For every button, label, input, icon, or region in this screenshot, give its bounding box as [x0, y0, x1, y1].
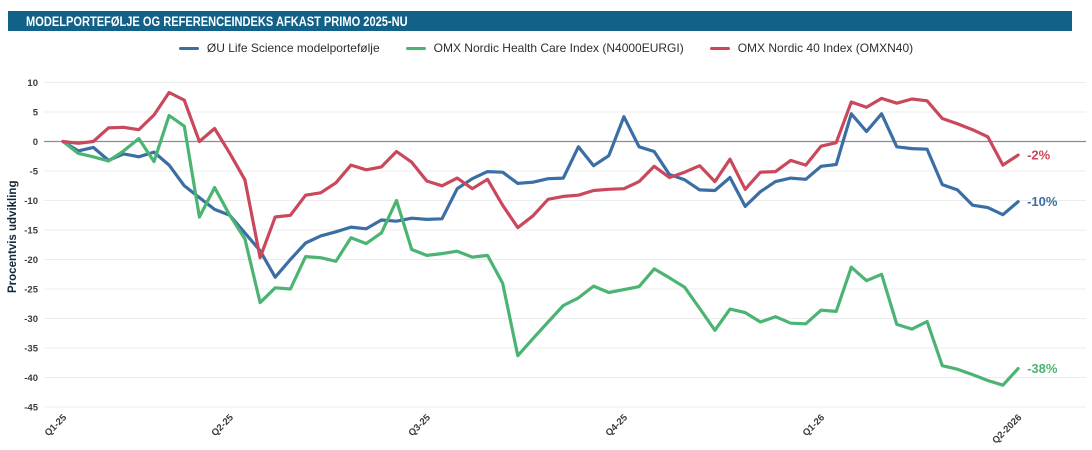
title-bar: MODELPORTEFØLJE OG REFERENCEINDEKS AFKAS… [8, 11, 1072, 31]
series-end-label-2: -2% [1027, 148, 1051, 163]
y-axis-title: Procentvis udvikling [7, 181, 19, 293]
x-axis-labels: Q1-25 Q2-25 Q3-25 Q4-25 Q1-26 Q2-2026 [43, 412, 1025, 446]
legend-label: OMX Nordic 40 Index (OMXN40) [737, 41, 914, 55]
legend-item-1[interactable]: OMX Nordic Health Care Index (N4000EURGI… [405, 41, 684, 55]
y-axis-labels: 10 5 0 -5 -10 -15 -20 -25 -30 -35 -40 -45 [24, 78, 38, 414]
x-tick-label: Q4-25 [604, 412, 631, 439]
legend-label: OMX Nordic Health Care Index (N4000EURGI… [433, 41, 684, 55]
series-line-0 [61, 112, 1020, 279]
series-end-label-0: -10% [1027, 194, 1058, 209]
y-tick-label: -30 [24, 314, 38, 325]
series-lines [61, 90, 1020, 387]
y-tick-label: -5 [30, 167, 39, 178]
x-tick-label: Q1-25 [43, 412, 70, 439]
legend-item-2[interactable]: OMX Nordic 40 Index (OMXN40) [709, 41, 914, 55]
series-end-labels: -10% -38% -2% [1027, 148, 1058, 377]
series-line-1 [61, 113, 1020, 387]
legend-item-0[interactable]: ØU Life Science modelportefølje [178, 41, 380, 55]
y-tick-label: 10 [27, 78, 38, 89]
x-tick-label: Q3-25 [406, 412, 433, 439]
legend-swatch-icon [405, 46, 426, 50]
x-tick-label: Q2-2026 [990, 412, 1024, 446]
series-line-2 [61, 90, 1020, 260]
series-end-label-1: -38% [1027, 361, 1058, 376]
chart-legend: ØU Life Science modelportefølje OMX Nordi… [0, 41, 1092, 55]
y-tick-label: -10 [24, 196, 38, 207]
legend-label: ØU Life Science modelportefølje [206, 41, 380, 55]
y-tick-label: -40 [24, 373, 38, 384]
x-tick-label: Q2-25 [209, 412, 236, 439]
gridlines [44, 82, 1086, 408]
legend-swatch-icon [709, 46, 730, 50]
y-tick-label: -25 [24, 285, 38, 296]
y-tick-label: -45 [24, 403, 38, 414]
page-title: MODELPORTEFØLJE OG REFERENCEINDEKS AFKAS… [26, 13, 408, 29]
y-tick-label: -15 [24, 226, 38, 237]
y-tick-label: 5 [33, 108, 39, 119]
y-tick-label: -35 [24, 344, 38, 355]
y-tick-label: 0 [33, 137, 38, 148]
x-tick-label: Q1-26 [801, 412, 827, 438]
y-tick-label: -20 [24, 255, 38, 266]
legend-swatch-icon [178, 46, 199, 50]
